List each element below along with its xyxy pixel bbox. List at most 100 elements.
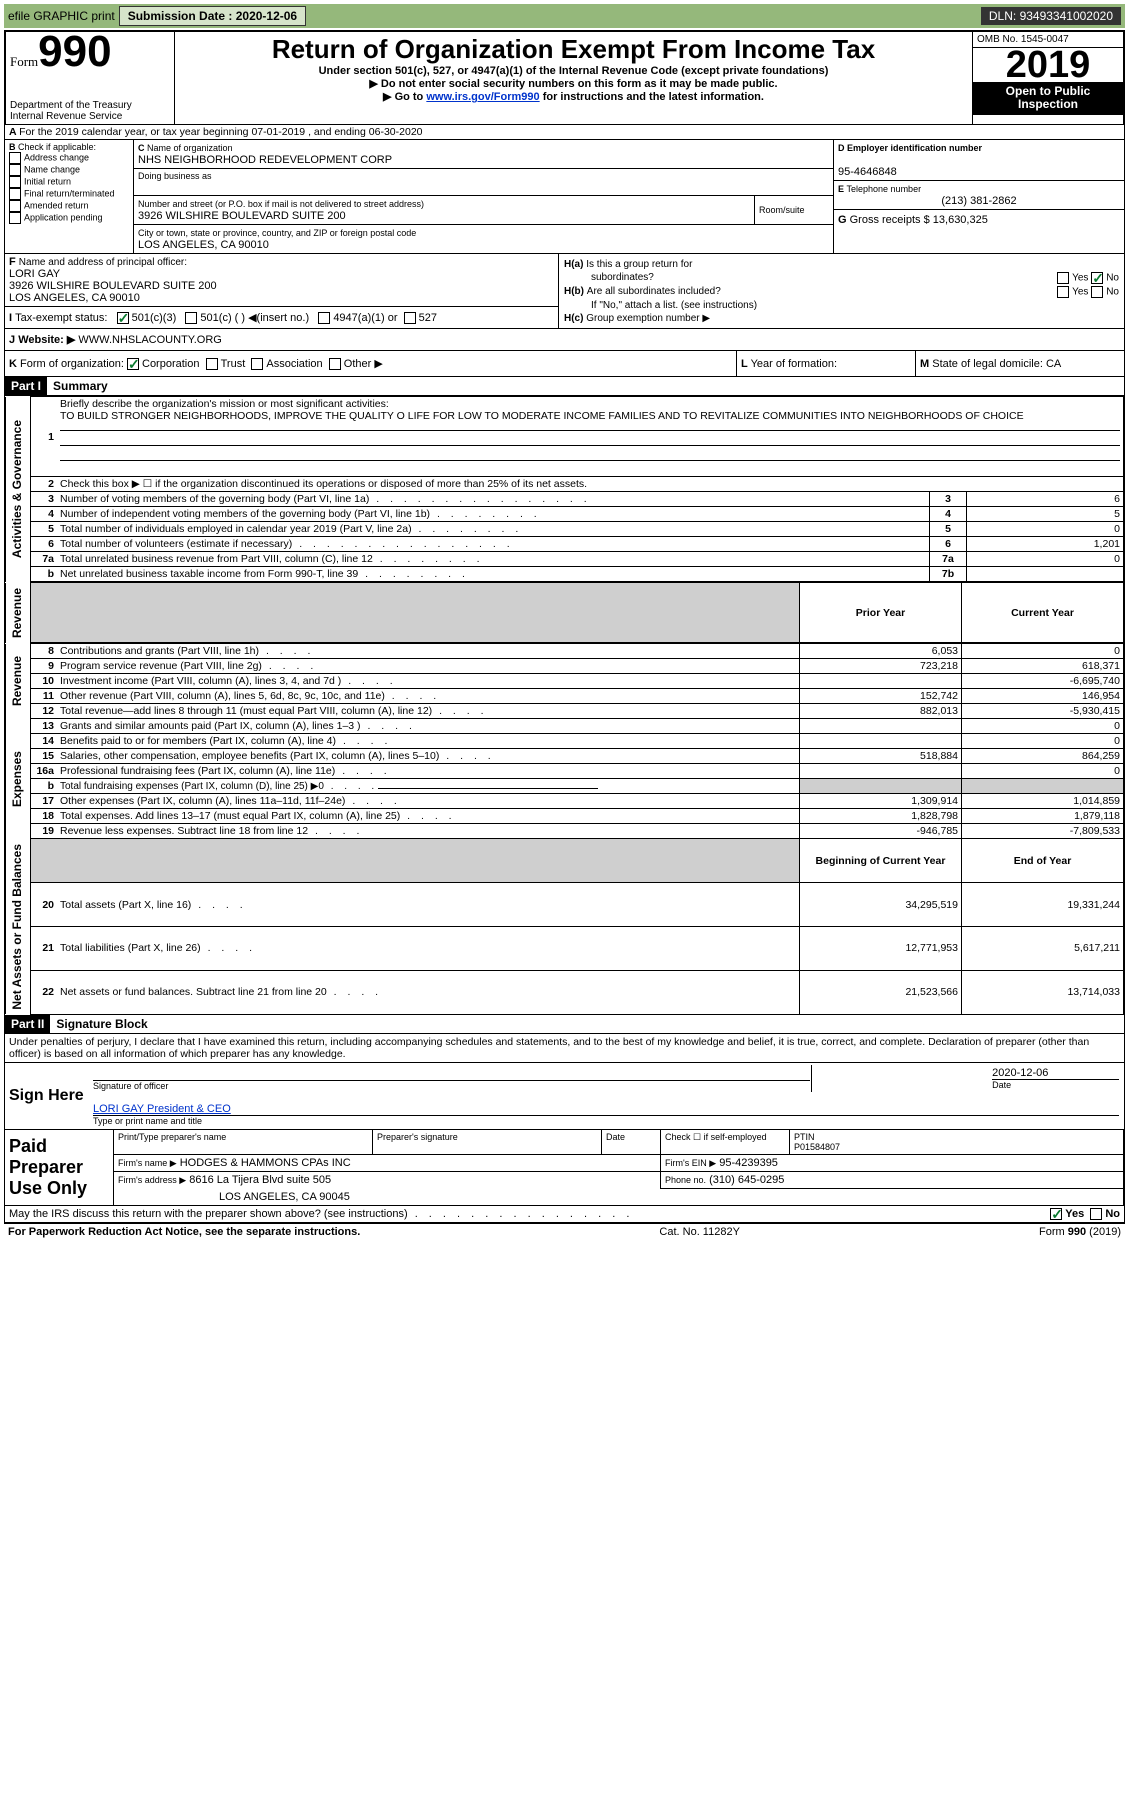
firm-city: LOS ANGELES, CA 90045 (114, 1188, 1124, 1205)
officer-name: LORI GAY (9, 268, 60, 280)
hb-no[interactable] (1091, 286, 1103, 298)
f-label: Name and address of principal officer: (19, 257, 187, 268)
cb-corp[interactable] (127, 358, 139, 370)
ein-label: Employer identification number (847, 143, 982, 153)
irs-link[interactable]: www.irs.gov/Form990 (426, 91, 539, 103)
firm-phone: (310) 645-0295 (709, 1174, 784, 1186)
v5: 0 (967, 522, 1124, 537)
cb-name[interactable] (9, 164, 21, 176)
hb-yes[interactable] (1057, 286, 1069, 298)
phone-label: Phone no. (665, 1175, 706, 1185)
cb-final[interactable] (9, 188, 21, 200)
chk-self: Check ☐ if self-employed (665, 1132, 767, 1142)
cb-amended[interactable] (9, 200, 21, 212)
faddr: 8616 La Tijera Blvd suite 505 (189, 1174, 331, 1186)
paid-preparer: Paid Preparer Use Only (5, 1129, 114, 1205)
irs: Internal Revenue Service (10, 111, 170, 122)
j-label: Website: ▶ (18, 334, 75, 346)
street: 3926 WILSHIRE BOULEVARD SUITE 200 (138, 210, 346, 222)
ptin-label: PTIN (794, 1132, 815, 1142)
officer-addr2: LOS ANGELES, CA 90010 (9, 292, 140, 304)
cb-4947[interactable] (318, 312, 330, 324)
v7b (967, 567, 1124, 582)
line-a: For the 2019 calendar year, or tax year … (19, 126, 422, 138)
part2-tag: Part II (5, 1015, 50, 1033)
cy-hdr: Current Year (962, 583, 1124, 643)
dept: Department of the Treasury (10, 100, 170, 111)
l7b: Net unrelated business taxable income fr… (60, 568, 469, 580)
tel-label: Telephone number (847, 184, 922, 194)
faddr-label: Firm's address ▶ (118, 1175, 186, 1185)
form-990: 990 (38, 27, 111, 76)
i-label: Tax-exempt status: (15, 312, 107, 324)
city: LOS ANGELES, CA 90010 (138, 239, 269, 251)
vlabel-ag: Activities & Governance (9, 416, 25, 562)
form-title: Return of Organization Exempt From Incom… (179, 34, 968, 65)
cb-other[interactable] (329, 358, 341, 370)
b-label: Check if applicable: (18, 142, 96, 152)
cb-pending[interactable] (9, 212, 21, 224)
discuss: May the IRS discuss this return with the… (9, 1208, 633, 1220)
addr-label: Number and street (or P.O. box if mail i… (138, 199, 424, 209)
sig-date-v: 2020-12-06 (992, 1067, 1048, 1079)
sub3a: Go to (395, 91, 427, 103)
firm-label: Firm's name ▶ (118, 1158, 177, 1168)
officer-addr1: 3926 WILSHIRE BOULEVARD SUITE 200 (9, 280, 217, 292)
tax-year: 2019 (973, 48, 1123, 82)
m-label: State of legal domicile: (932, 358, 1043, 370)
l6: Total number of volunteers (estimate if … (60, 538, 514, 550)
firm-name: HODGES & HAMMONS CPAs INC (180, 1157, 351, 1169)
officer-signed[interactable]: LORI GAY President & CEO (93, 1103, 231, 1115)
ha-no[interactable] (1091, 272, 1103, 284)
typed-label: Type or print name and title (93, 1115, 1119, 1126)
part1-title: Summary (47, 379, 108, 393)
form-word: Form (10, 54, 38, 69)
financial-rows: Revenue8Contributions and grants (Part V… (5, 643, 1124, 1015)
sig-officer: Signature of officer (93, 1080, 810, 1091)
vlabel-rev: Revenue (9, 584, 25, 642)
open-public: Open to Public Inspection (973, 82, 1123, 114)
l2: Check this box ▶ ☐ if the organization d… (60, 478, 587, 490)
l1v: TO BUILD STRONGER NEIGHBORHOODS, IMPROVE… (60, 410, 1024, 422)
footer-left: For Paperwork Reduction Act Notice, see … (8, 1226, 360, 1238)
ein: 95-4646848 (838, 166, 897, 178)
ptin: P01584807 (794, 1142, 840, 1152)
part1-tag: Part I (5, 377, 47, 395)
phone: (213) 381-2862 (838, 195, 1120, 207)
form-header: Form990 Department of the Treasury Inter… (5, 31, 1124, 125)
topbar: efile GRAPHIC print Submission Date : 20… (4, 4, 1125, 28)
py-hdr: Prior Year (800, 583, 962, 643)
dln: DLN: 93493341002020 (981, 7, 1121, 25)
dba-label: Doing business as (134, 168, 833, 196)
c-name-label: Name of organization (147, 143, 233, 153)
cb-501c[interactable] (185, 312, 197, 324)
gross-val: 13,630,325 (933, 214, 988, 226)
ha-yes[interactable] (1057, 272, 1069, 284)
v3: 6 (967, 492, 1124, 507)
l1: Briefly describe the organization's miss… (60, 398, 389, 410)
p-sig: Preparer's signature (373, 1129, 602, 1154)
sub3b: for instructions and the latest informat… (540, 91, 764, 103)
l7a: Total unrelated business revenue from Pa… (60, 553, 484, 565)
org-name: NHS NEIGHBORHOOD REDEVELOPMENT CORP (138, 154, 392, 166)
cb-527[interactable] (404, 312, 416, 324)
discuss-no[interactable] (1090, 1208, 1102, 1220)
room-label: Room/suite (755, 196, 834, 224)
sub2: Do not enter social security numbers on … (381, 78, 778, 90)
cb-initial[interactable] (9, 176, 21, 188)
discuss-yes[interactable] (1050, 1208, 1062, 1220)
cb-trust[interactable] (206, 358, 218, 370)
gross-label: Gross receipts $ (850, 214, 930, 226)
submission-date[interactable]: Submission Date : 2020-12-06 (119, 6, 306, 26)
l4: Number of independent voting members of … (60, 508, 541, 520)
cb-501c3[interactable] (117, 312, 129, 324)
declaration: Under penalties of perjury, I declare th… (5, 1034, 1124, 1063)
cb-address[interactable] (9, 152, 21, 164)
fein-label: Firm's EIN ▶ (665, 1158, 716, 1168)
l5: Total number of individuals employed in … (60, 523, 522, 535)
cb-assoc[interactable] (251, 358, 263, 370)
p-name: Print/Type preparer's name (114, 1129, 373, 1154)
l-label: Year of formation: (751, 358, 837, 370)
v4: 5 (967, 507, 1124, 522)
fein: 95-4239395 (719, 1157, 778, 1169)
